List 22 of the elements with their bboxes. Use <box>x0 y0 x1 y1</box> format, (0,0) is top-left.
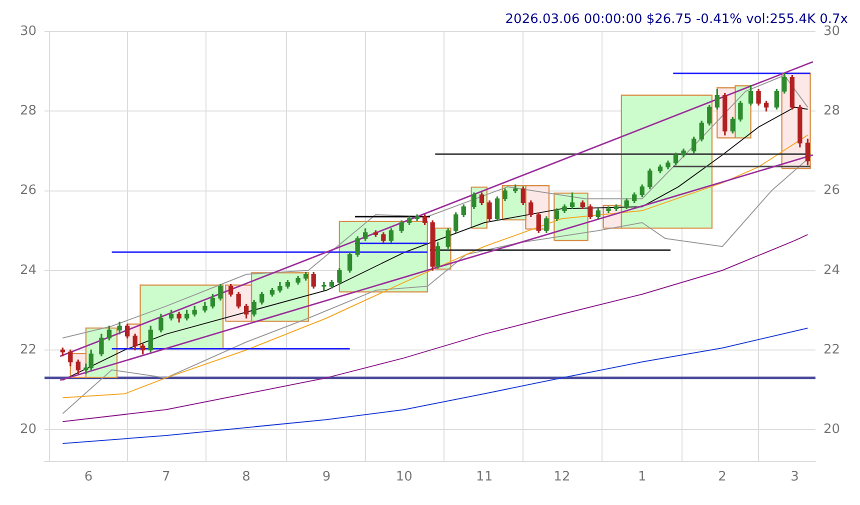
x-tick-label: 12 <box>554 470 570 485</box>
x-tick-label: 6 <box>84 470 93 485</box>
x-tick-label: 3 <box>790 470 799 485</box>
y-tick-label: 28 <box>20 104 37 119</box>
y-tick-label: 20 <box>20 422 37 437</box>
y2-tick-label: 28 <box>823 104 840 119</box>
y-tick-label: 26 <box>20 183 37 198</box>
x-tick-label: 1 <box>638 470 646 485</box>
y2-tick-label: 26 <box>823 183 840 198</box>
y2-tick-label: 24 <box>823 262 840 278</box>
x-tick-label: 7 <box>162 470 170 485</box>
y2-tick-label: 20 <box>823 422 840 437</box>
x-tick-label: 10 <box>396 470 412 485</box>
y-tick-label: 30 <box>20 24 37 39</box>
x-tick-label: 11 <box>476 470 493 485</box>
y2-tick-label: 22 <box>823 342 840 358</box>
y-tick-label: 22 <box>20 342 37 358</box>
y2-tick-label: 30 <box>823 24 840 39</box>
x-tick-label: 2 <box>718 470 726 485</box>
x-tick-label: 9 <box>322 470 331 485</box>
y-tick-label: 24 <box>20 262 37 278</box>
x-tick-label: 8 <box>242 470 250 485</box>
